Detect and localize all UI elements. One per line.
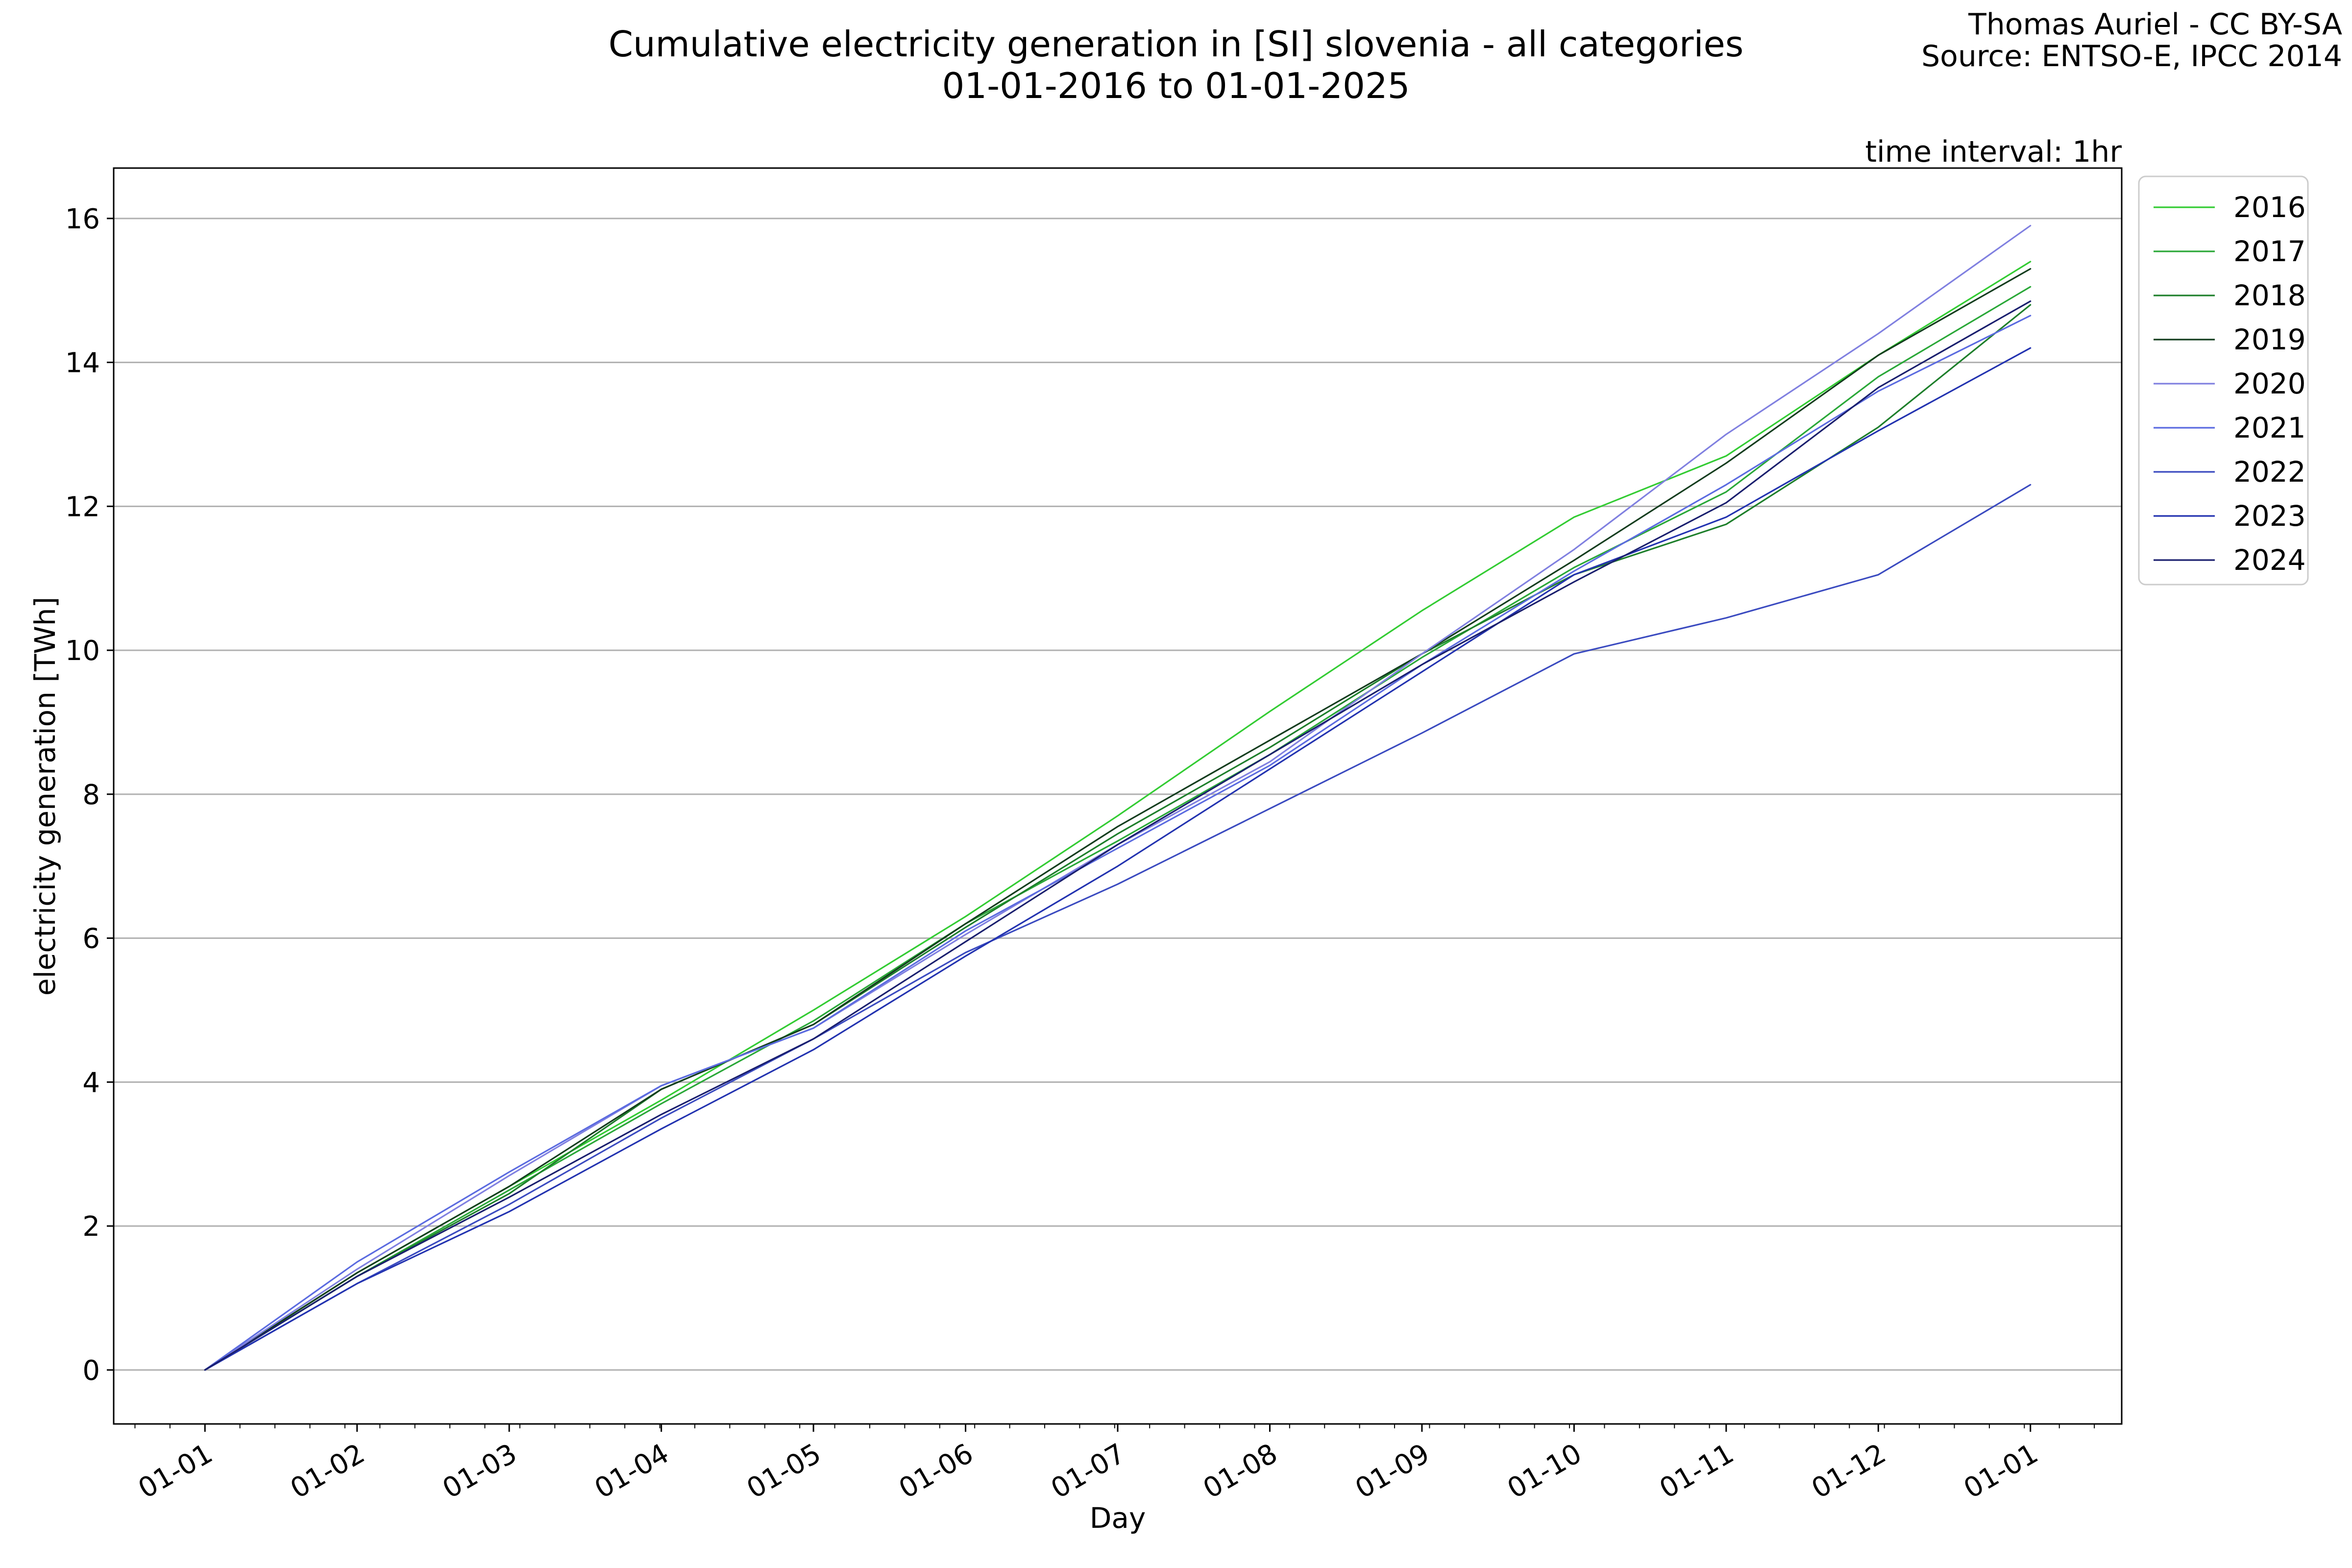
- series-line-2021: [204, 315, 2032, 1371]
- series-line-2023: [204, 347, 2032, 1371]
- series-lines: [204, 224, 2032, 1371]
- legend-label-2022: 2022: [2233, 455, 2306, 489]
- y-axis-label: electricity generation [TWh]: [28, 597, 62, 996]
- y-axis-ticks: 0 2 4 6 8 10 12 14 16: [65, 203, 114, 1387]
- y-tick-label: 8: [82, 779, 100, 811]
- credit-author: Thomas Auriel - CC BY-SA: [1968, 7, 2342, 42]
- legend-box: [2138, 175, 2309, 586]
- legend-label-2020: 2020: [2233, 367, 2306, 400]
- time-interval-annotation: time interval: 1hr: [1865, 135, 2122, 169]
- y-tick-label: 4: [82, 1067, 100, 1099]
- legend-label-2021: 2021: [2233, 411, 2306, 444]
- legend-label-2023: 2023: [2233, 499, 2306, 533]
- legend-label-2024: 2024: [2233, 543, 2306, 577]
- legend-label-2018: 2018: [2233, 279, 2306, 312]
- series-line-2024: [204, 300, 2032, 1371]
- chart-subtitle: 01-01-2016 to 01-01-2025: [942, 65, 1410, 106]
- y-tick-label: 14: [65, 347, 100, 379]
- y-tick-label: 16: [65, 203, 100, 235]
- legend-label-2016: 2016: [2233, 191, 2306, 224]
- y-tick-label: 2: [82, 1211, 100, 1243]
- series-line-2018: [204, 304, 2032, 1371]
- credit-source: Source: ENTSO-E, IPCC 2014: [1921, 39, 2342, 74]
- x-axis-label: Day: [1090, 1501, 1146, 1535]
- series-line-2022: [204, 484, 2032, 1371]
- series-line-2019: [204, 268, 2032, 1371]
- legend-label-2019: 2019: [2233, 323, 2306, 356]
- y-tick-label: 0: [82, 1355, 100, 1387]
- y-tick-label: 6: [82, 923, 100, 955]
- y-tick-label: 10: [65, 635, 100, 667]
- y-tick-label: 12: [65, 491, 100, 523]
- chart-title: Cumulative electricity generation in [SI…: [609, 24, 1744, 65]
- legend: 2016 2017 2018 2019 2020 2021 2022 2023 2024: [2138, 175, 2309, 586]
- legend-label-2017: 2017: [2233, 235, 2306, 268]
- series-line-2017: [204, 286, 2032, 1371]
